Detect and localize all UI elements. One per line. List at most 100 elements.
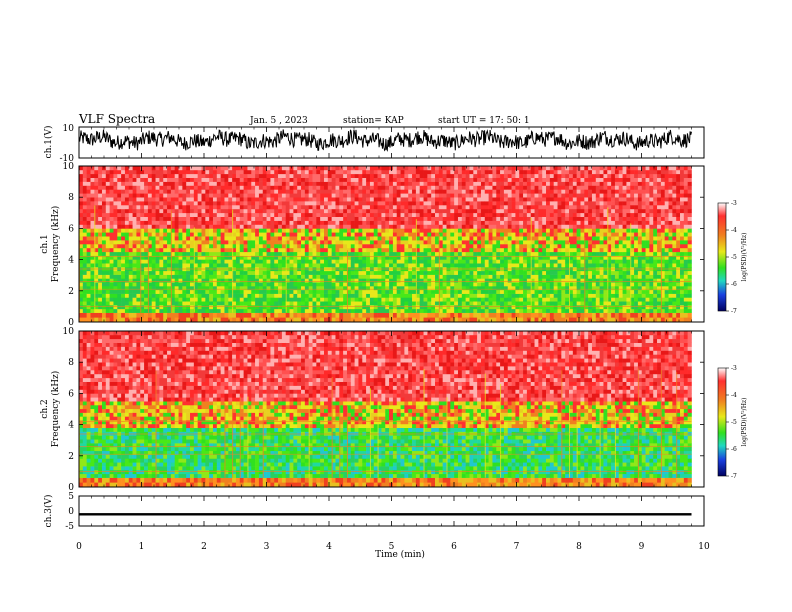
spectrogram-cell — [431, 293, 436, 298]
spectrogram-cell — [316, 232, 321, 237]
spectrogram-cell — [167, 224, 172, 229]
spectrogram-cell — [461, 278, 466, 283]
spectrogram-cell — [190, 220, 195, 225]
spectrogram-cell — [151, 244, 156, 249]
spectrogram-cell — [381, 312, 386, 318]
spectrogram-cell — [201, 312, 206, 318]
spectrogram-cell — [603, 278, 608, 283]
spectrogram-cell — [354, 251, 359, 256]
spectrogram-cell — [247, 181, 252, 186]
spectrogram-cell — [446, 312, 451, 318]
spectrogram-cell — [427, 244, 432, 249]
spectrogram-cell — [105, 305, 110, 310]
spectrogram-cell — [216, 205, 221, 210]
spectrogram-cell — [232, 274, 237, 279]
spectrogram-cell — [362, 308, 367, 313]
spectrogram-cell — [680, 240, 685, 245]
spectrogram-cell — [98, 297, 103, 302]
spectrogram-cell — [170, 216, 176, 221]
spectrogram-cell — [270, 244, 275, 249]
spectrogram-cell — [170, 240, 176, 245]
spectrogram-cell — [178, 240, 183, 245]
spectrogram-cell — [561, 297, 566, 302]
spectrogram-cell — [186, 173, 191, 178]
spectrogram-cell — [94, 185, 99, 190]
spectrogram-cell — [251, 177, 256, 182]
spectrogram-cell — [251, 297, 256, 302]
spectrogram-cell — [182, 293, 187, 298]
spectrogram-cell — [163, 317, 168, 323]
spectrogram-cell — [653, 317, 658, 323]
spectrogram-cell — [369, 236, 375, 241]
spectrogram-cell — [151, 197, 156, 202]
spectrogram-cell — [622, 297, 627, 302]
spectrogram-cell — [182, 173, 187, 178]
spectrogram-cell — [637, 255, 643, 260]
spectrogram-cell — [599, 232, 604, 237]
spectrogram-cell — [415, 244, 421, 249]
spectrogram-cell — [316, 201, 321, 206]
spectrogram-cell — [113, 297, 118, 302]
spectrogram-cell — [144, 278, 149, 283]
spectrogram-cell — [649, 263, 654, 268]
spectrogram-cell — [167, 244, 172, 249]
spectrogram-cell — [523, 263, 528, 268]
spectrogram-cell — [653, 270, 658, 275]
spectrogram-cell — [270, 169, 275, 175]
ch1-ytick-top: 10 — [63, 124, 75, 134]
spectrogram-cell — [258, 305, 264, 310]
spectrogram-cell — [530, 255, 535, 260]
spectrogram-cell — [584, 251, 589, 256]
spectrogram-cell — [266, 224, 271, 229]
spectrogram-cell — [553, 274, 558, 279]
spectrogram-cell — [262, 247, 267, 253]
spectrogram-cell — [404, 232, 409, 237]
spectrogram-cell — [144, 220, 149, 225]
spectrogram-cell — [289, 286, 294, 291]
spectrogram-cell — [289, 278, 294, 283]
spectrogram-cell — [239, 228, 244, 233]
spectrogram-cell — [174, 189, 179, 194]
spectrogram-cell — [247, 232, 252, 237]
spectrogram-cell — [255, 240, 260, 245]
spectrogram-cell — [251, 317, 256, 323]
spectrogram-cell — [676, 236, 681, 241]
spectrogram-cell — [423, 232, 428, 237]
spectrogram-cell — [205, 189, 210, 194]
spectrogram-cell — [186, 189, 191, 194]
spectrogram-cell — [132, 216, 137, 221]
spectrogram-cell — [136, 282, 141, 287]
spectrogram-cell — [423, 297, 428, 302]
spectrogram-cell — [496, 317, 501, 323]
spectrogram-cell — [289, 289, 294, 294]
spectrogram-cell — [469, 282, 474, 287]
spectrogram-cell — [316, 177, 321, 182]
spectrogram-cell — [98, 293, 103, 298]
spectrogram-cell — [101, 189, 107, 194]
spectrogram-cell — [530, 293, 535, 298]
spectrogram-cell — [132, 177, 137, 182]
spectrogram-cell — [392, 232, 398, 237]
spectrogram-cell — [580, 228, 585, 233]
spectrogram-cell — [492, 282, 497, 287]
spectrogram-cell — [664, 251, 669, 256]
spectrogram-cell — [477, 278, 482, 283]
spectrogram-cell — [396, 259, 401, 264]
spectrogram-cell — [588, 240, 593, 245]
spectrogram-cell — [331, 224, 336, 229]
spectrogram-cell — [339, 286, 344, 291]
spectrogram-cell — [209, 270, 214, 275]
spectrogram-cell — [174, 278, 179, 283]
spectrogram-cell — [653, 263, 658, 268]
spectrogram-cell — [565, 293, 570, 298]
spectrogram-cell — [86, 205, 91, 210]
spectrogram-cell — [641, 232, 646, 237]
spectrogram-cell — [105, 177, 110, 182]
spectrogram-cell — [117, 255, 122, 260]
spectrogram-cell — [668, 259, 673, 264]
spectrogram-cell — [243, 166, 248, 171]
spectrogram-cell — [377, 259, 382, 264]
spectrogram-cell — [220, 259, 225, 264]
spectrogram-cell — [457, 270, 463, 275]
spectrogram-cell — [500, 308, 505, 313]
